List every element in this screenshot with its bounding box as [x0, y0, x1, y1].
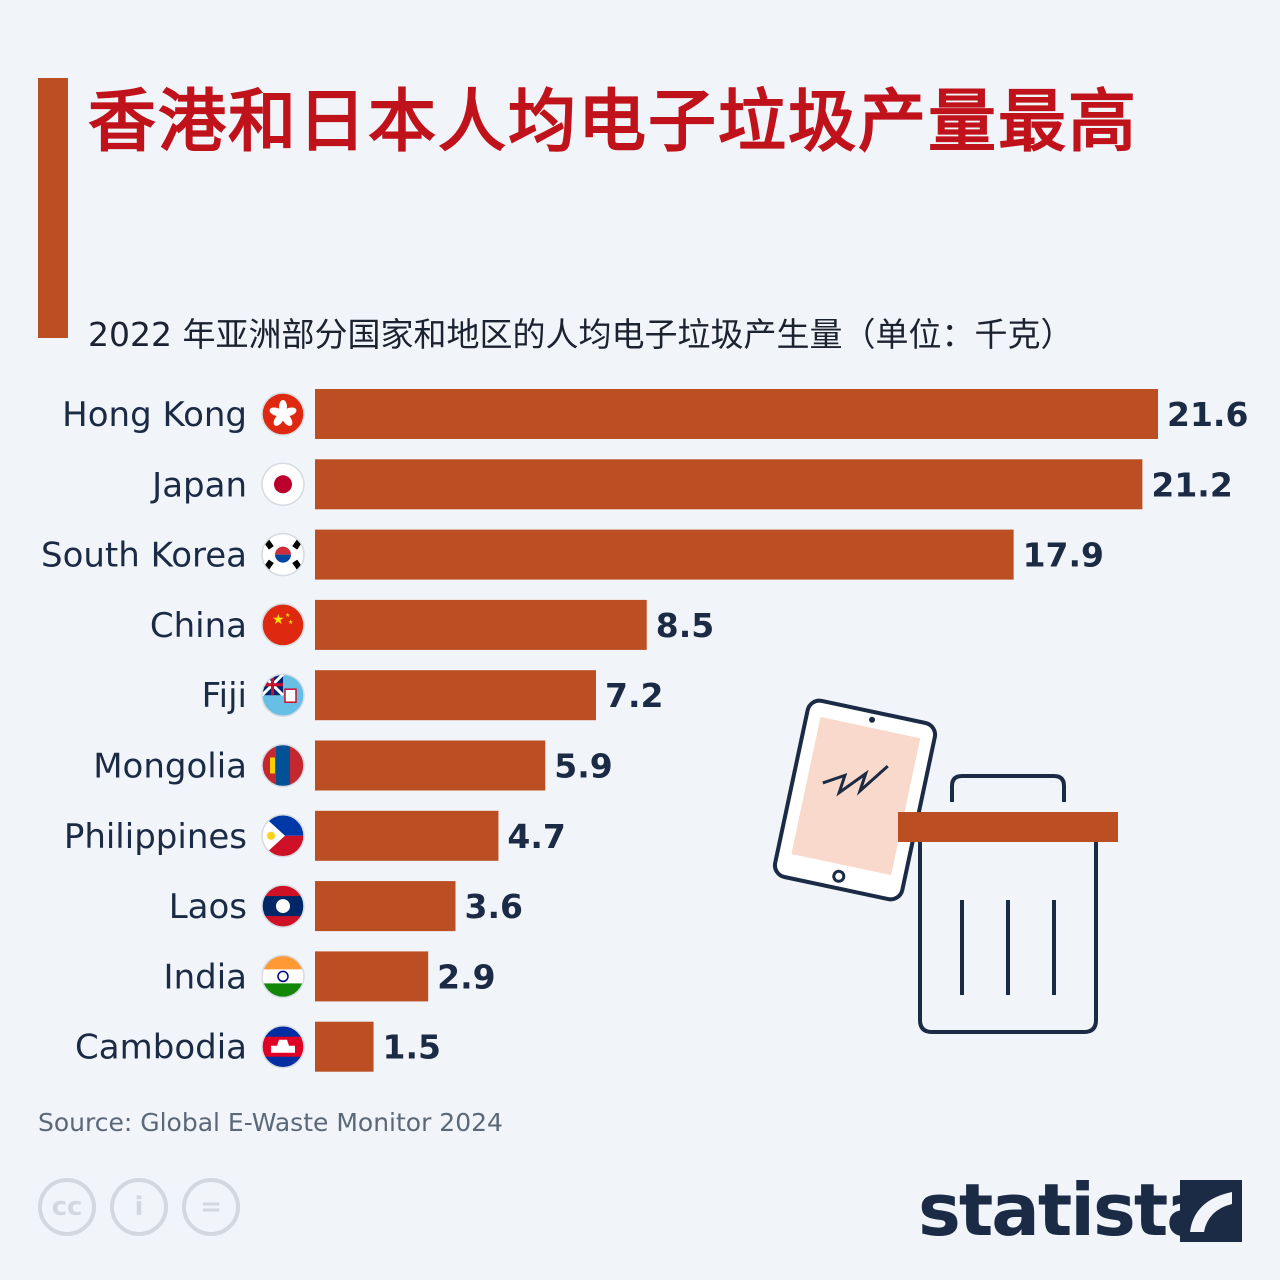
bar-hong-kong[interactable] — [315, 389, 1158, 439]
accent-bar — [38, 78, 68, 338]
category-label-laos: Laos — [169, 887, 247, 927]
broken-tablet-trash-illustration — [772, 698, 1118, 1034]
fiji-flag-icon — [261, 673, 305, 717]
south-korea-flag-icon — [261, 532, 305, 577]
category-label-cambodia: Cambodia — [75, 1028, 247, 1068]
trash-can-icon — [898, 774, 1118, 1034]
bar-japan[interactable] — [315, 459, 1143, 510]
statista-logo[interactable]: statista — [918, 1168, 1215, 1252]
category-label-china: China — [150, 606, 247, 646]
value-label-hong-kong: 21.6 — [1167, 395, 1248, 434]
india-flag-icon — [261, 954, 305, 999]
source-note: Source: Global E-Waste Monitor 2024 — [38, 1108, 503, 1137]
value-label-laos: 3.6 — [465, 887, 523, 926]
japan-flag-icon — [261, 462, 305, 507]
bar-laos[interactable] — [315, 881, 456, 932]
category-label-south-korea: South Korea — [41, 536, 247, 576]
value-label-japan: 21.2 — [1151, 465, 1232, 504]
laos-flag-icon — [261, 884, 305, 928]
category-label-philippines: Philippines — [64, 817, 247, 857]
svg-text:★: ★ — [285, 612, 290, 619]
value-label-china: 8.5 — [656, 606, 714, 645]
mongolia-flag-icon — [261, 743, 305, 788]
bar-cambodia[interactable] — [315, 1021, 374, 1072]
category-label-japan: Japan — [150, 465, 247, 505]
bar-south-korea[interactable] — [315, 529, 1014, 580]
cambodia-flag-icon — [261, 1024, 305, 1069]
value-label-fiji: 7.2 — [605, 676, 663, 715]
value-label-cambodia: 1.5 — [383, 1028, 441, 1067]
value-label-india: 2.9 — [437, 957, 495, 996]
bar-philippines[interactable] — [315, 810, 499, 861]
broken-tablet-icon — [772, 698, 938, 902]
chart-subtitle: 2022 年亚洲部分国家和地区的人均电子垃圾产生量（单位：千克） — [88, 315, 1074, 354]
category-label-fiji: Fiji — [202, 676, 247, 716]
category-label-india: India — [164, 957, 247, 997]
bar-fiji[interactable] — [315, 670, 596, 721]
statista-logo-mark-icon — [1180, 1180, 1242, 1242]
license-icons: cc i = — [38, 1178, 240, 1236]
no-derivatives-icon[interactable]: = — [182, 1178, 240, 1236]
value-label-south-korea: 17.9 — [1023, 536, 1104, 575]
svg-text:★: ★ — [288, 619, 293, 626]
svg-text:★: ★ — [272, 612, 285, 628]
creative-commons-icon[interactable]: cc — [38, 1178, 96, 1236]
bar-china[interactable] — [315, 599, 647, 650]
category-label-mongolia: Mongolia — [93, 747, 247, 787]
category-label-hong-kong: Hong Kong — [62, 395, 247, 435]
bar-mongolia[interactable] — [315, 740, 546, 791]
attribution-icon[interactable]: i — [110, 1178, 168, 1236]
bar-india[interactable] — [315, 951, 429, 1002]
value-label-mongolia: 5.9 — [554, 747, 612, 786]
value-label-philippines: 4.7 — [507, 817, 565, 856]
china-flag-icon: ★ ★★ — [261, 603, 305, 647]
philippines-flag-icon — [261, 814, 305, 858]
bar-chart: Hong Kong 21.6 Japan 21.2 South Korea 17.9 Chi… — [41, 389, 1248, 1072]
hong-kong-flag-icon — [261, 392, 305, 436]
chart-title: 香港和日本人均电子垃圾产量最高 — [88, 83, 1139, 162]
